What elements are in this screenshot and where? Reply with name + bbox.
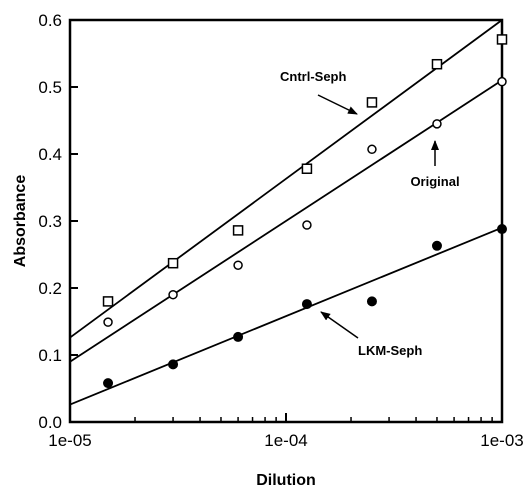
point-original: [302, 220, 312, 230]
point-lkm-seph: [497, 224, 507, 235]
arrow-lkm-seph: [320, 311, 359, 339]
point-lkm-seph: [366, 296, 377, 307]
point-cntrl-seph: [431, 58, 443, 70]
x-tick-label: 1e-05: [48, 431, 91, 450]
y-tick-label: 0.2: [38, 279, 62, 298]
fit-line-cntrl-seph: [69, 19, 503, 339]
arrow-cntrl-seph: [317, 94, 358, 115]
point-cntrl-seph: [366, 97, 378, 108]
y-tick-label: 0.0: [38, 413, 62, 432]
x-axis-title: Dilution: [256, 472, 316, 489]
annotation-cntrl-seph: Cntrl-Seph: [280, 69, 347, 84]
point-lkm-seph: [431, 240, 442, 251]
point-original: [168, 289, 178, 300]
point-cntrl-seph: [102, 296, 114, 307]
y-tick-label: 0.1: [38, 346, 62, 365]
point-lkm-seph: [301, 299, 312, 310]
y-tick-label: 0.5: [38, 78, 62, 97]
y-axis-title: Absorbance: [12, 175, 29, 268]
data-markers: [102, 34, 508, 389]
point-cntrl-seph: [167, 257, 179, 269]
point-cntrl-seph: [232, 225, 244, 236]
x-tick-label: 1e-03: [480, 431, 523, 450]
point-lkm-seph: [233, 331, 244, 342]
point-original: [367, 144, 377, 155]
fit-lines: [69, 19, 503, 406]
point-lkm-seph: [103, 378, 114, 389]
point-cntrl-seph: [496, 34, 508, 45]
y-tick-label: 0.6: [38, 11, 62, 30]
ticks: 0.0 0.1 0.2 0.3 0.4 0.5 0.6 1e-05 1e-04 1e-03: [38, 11, 523, 450]
fit-line-lkm-seph: [69, 226, 503, 406]
fit-line-original: [69, 79, 503, 363]
x-tick-label: 1e-04: [264, 431, 307, 450]
point-original: [497, 76, 507, 87]
y-tick-label: 0.3: [38, 212, 62, 231]
annotation-original: Original: [410, 174, 459, 189]
annotation-lkm-seph: LKM-Seph: [358, 343, 422, 358]
point-original: [233, 260, 243, 270]
point-original: [432, 119, 442, 129]
point-cntrl-seph: [301, 163, 313, 174]
point-lkm-seph: [168, 359, 179, 370]
y-tick-label: 0.4: [38, 145, 62, 164]
point-original: [103, 317, 113, 327]
